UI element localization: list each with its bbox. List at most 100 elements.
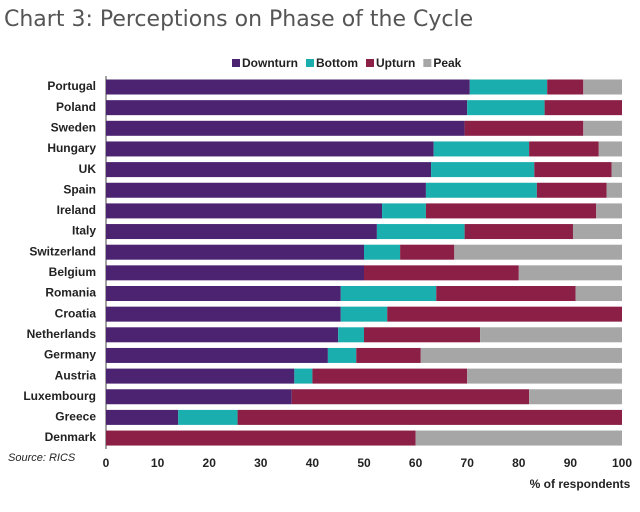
- bar-segment: [387, 306, 622, 322]
- legend-swatch: [306, 59, 314, 67]
- x-tick-label: 80: [512, 456, 526, 470]
- bar-segment: [436, 286, 576, 301]
- y-tick-label: Belgium: [49, 265, 96, 279]
- bar-segment: [529, 389, 622, 405]
- bar-segment: [480, 327, 622, 343]
- bar-segment: [291, 389, 530, 405]
- bar-segment: [327, 347, 357, 363]
- bar-segment: [454, 244, 622, 260]
- x-tick-label: 30: [254, 456, 268, 470]
- y-tick-label: Ireland: [57, 203, 96, 217]
- legend-swatch: [366, 59, 374, 67]
- bar-segment: [415, 430, 622, 446]
- bar-segment: [431, 162, 535, 178]
- bar-segment: [106, 409, 179, 425]
- bar-segment: [312, 368, 468, 384]
- legend-label: Downturn: [242, 56, 298, 70]
- bar-segment: [364, 327, 481, 343]
- x-tick-label: 60: [409, 456, 423, 470]
- chart-title: Chart 3: Perceptions on Phase of the Cyc…: [4, 7, 473, 32]
- bar-segment: [583, 120, 622, 136]
- bar-segment: [364, 244, 401, 260]
- bar-segment: [106, 244, 364, 260]
- bar-segment: [575, 286, 622, 301]
- bar-segment: [106, 347, 328, 363]
- bar-segment: [106, 162, 432, 178]
- y-tick-label: Sweden: [51, 120, 96, 134]
- x-tick-label: 20: [203, 456, 217, 470]
- bar-segment: [400, 244, 455, 260]
- x-tick-label: 0: [103, 456, 110, 470]
- bar-segment: [376, 224, 465, 240]
- bar-segment: [106, 368, 295, 384]
- y-tick-label: Switzerland: [29, 244, 96, 258]
- bar-segment: [340, 286, 437, 301]
- bar-segment: [340, 306, 388, 322]
- bar-segment: [583, 79, 622, 95]
- bar-segment: [518, 265, 622, 281]
- bar-segment: [338, 327, 364, 343]
- x-tick-label: 10: [151, 456, 165, 470]
- bar-segment: [529, 141, 599, 157]
- bar-segment: [106, 203, 383, 219]
- y-tick-label: Croatia: [55, 306, 97, 320]
- bar-segment: [106, 327, 339, 343]
- y-tick-label: Hungary: [47, 141, 96, 155]
- bar-segment: [364, 265, 519, 281]
- bar-segment: [106, 430, 416, 446]
- x-tick-label: 70: [461, 456, 475, 470]
- bar-segment: [106, 79, 470, 95]
- bar-segment: [547, 79, 584, 95]
- bar-segment: [106, 120, 465, 136]
- x-tick-label: 90: [564, 456, 578, 470]
- bar-segment: [464, 120, 584, 136]
- bar-segment: [237, 409, 622, 425]
- source: Source: RICS: [8, 452, 76, 464]
- bar-segment: [598, 141, 622, 157]
- bar-segment: [106, 182, 426, 198]
- y-tick-label: Germany: [44, 348, 96, 362]
- bar-segment: [425, 203, 597, 219]
- legend-swatch: [232, 59, 240, 67]
- bar-segment: [572, 224, 622, 240]
- y-tick-label: Portugal: [47, 79, 96, 93]
- x-tick-label: 40: [306, 456, 320, 470]
- bar-segment: [611, 162, 622, 178]
- bar-segment: [467, 100, 545, 116]
- bar-segment: [106, 141, 434, 157]
- bar-segment: [534, 162, 612, 178]
- bar-segment: [106, 265, 364, 281]
- y-tick-label: Greece: [55, 410, 96, 424]
- bar-segment: [420, 347, 622, 363]
- x-tick-label: 100: [612, 456, 632, 470]
- bar-segment: [294, 368, 313, 384]
- x-tick-label: 50: [357, 456, 371, 470]
- y-tick-label: Denmark: [45, 430, 97, 444]
- bar-segment: [425, 182, 537, 198]
- legend-label: Peak: [433, 56, 461, 70]
- bar-segment: [106, 100, 468, 116]
- legend-label: Bottom: [316, 56, 358, 70]
- bar-segment: [467, 368, 622, 384]
- bar-segment: [106, 306, 341, 322]
- bar-segment: [464, 224, 573, 240]
- bar-segment: [106, 224, 377, 240]
- y-tick-label: Poland: [56, 100, 96, 114]
- y-tick-label: Luxembourg: [23, 389, 96, 403]
- bar-segment: [544, 100, 622, 116]
- bar-segment: [178, 409, 238, 425]
- bar-segment: [382, 203, 426, 219]
- bar-segment: [596, 203, 622, 219]
- bar-segment: [606, 182, 622, 198]
- y-tick-label: Italy: [72, 224, 96, 238]
- bar-segment: [106, 389, 292, 405]
- y-tick-label: Romania: [45, 286, 96, 300]
- legend-swatch: [423, 59, 432, 67]
- bar-segment: [356, 347, 421, 363]
- y-tick-label: Austria: [55, 368, 97, 382]
- bar-segment: [433, 141, 530, 157]
- bar-segment: [469, 79, 548, 95]
- legend-label: Upturn: [376, 56, 415, 70]
- x-axis-label: % of respondents: [530, 477, 631, 491]
